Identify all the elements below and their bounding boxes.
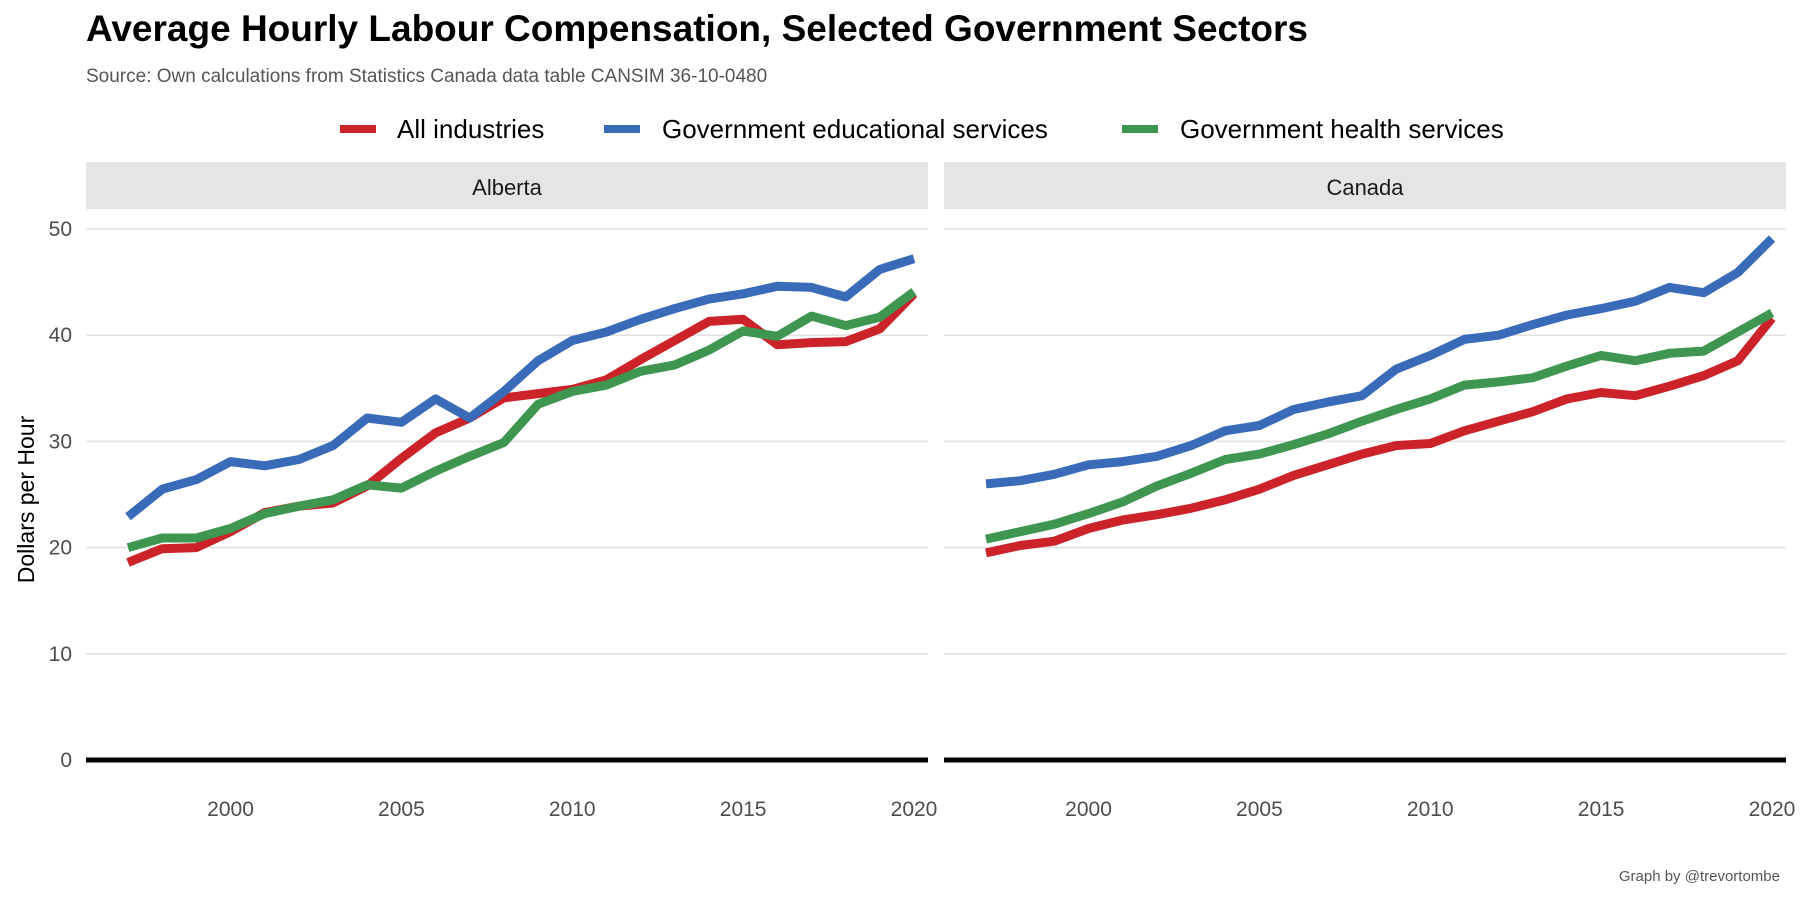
- x-tick-label-canada-2005: 2005: [1236, 798, 1283, 821]
- legend-label-government-health-services: Government health services: [1180, 114, 1504, 144]
- y-tick-label-0: 0: [60, 749, 72, 772]
- x-tick-label-alberta-2005: 2005: [378, 798, 425, 821]
- series-line-canada-government-health-services: [985, 308, 1775, 544]
- series-line-canada-all-industries: [985, 315, 1776, 558]
- facet-label-alberta: Alberta: [472, 175, 542, 200]
- facet-strip-canada: [944, 162, 1786, 209]
- x-tick-label-canada-2015: 2015: [1578, 798, 1625, 821]
- x-tick-label-canada-2020: 2020: [1749, 798, 1796, 821]
- series-line-alberta-government-health-services: [126, 288, 917, 552]
- y-tick-label-20: 20: [49, 537, 72, 560]
- x-tick-label-alberta-2015: 2015: [720, 798, 767, 821]
- chart-title: Average Hourly Labour Compensation, Sele…: [86, 8, 1308, 49]
- y-tick-label-30: 30: [49, 430, 72, 453]
- x-tick-label-canada-2010: 2010: [1407, 798, 1454, 821]
- x-tick-label-alberta-2020: 2020: [891, 798, 938, 821]
- x-tick-label-canada-2000: 2000: [1065, 798, 1112, 821]
- chart-subtitle: Source: Own calculations from Statistics…: [86, 66, 768, 87]
- y-tick-label-50: 50: [49, 218, 72, 241]
- series-line-alberta-government-educational-services: [125, 254, 916, 521]
- legend-label-government-educational-services: Government educational services: [662, 114, 1048, 144]
- facet-label-canada: Canada: [1326, 175, 1404, 200]
- y-tick-label-10: 10: [49, 643, 72, 666]
- y-tick-label-40: 40: [49, 324, 72, 347]
- legend-label-all-industries: All industries: [397, 114, 544, 144]
- y-axis-title: Dollars per Hour: [13, 415, 39, 583]
- x-tick-label-alberta-2010: 2010: [549, 798, 596, 821]
- facet-strip-alberta: [86, 162, 928, 209]
- x-tick-label-alberta-2000: 2000: [207, 798, 254, 821]
- chart-caption: Graph by @trevortombe: [1618, 868, 1780, 885]
- series-line-canada-government-educational-services: [985, 235, 1776, 489]
